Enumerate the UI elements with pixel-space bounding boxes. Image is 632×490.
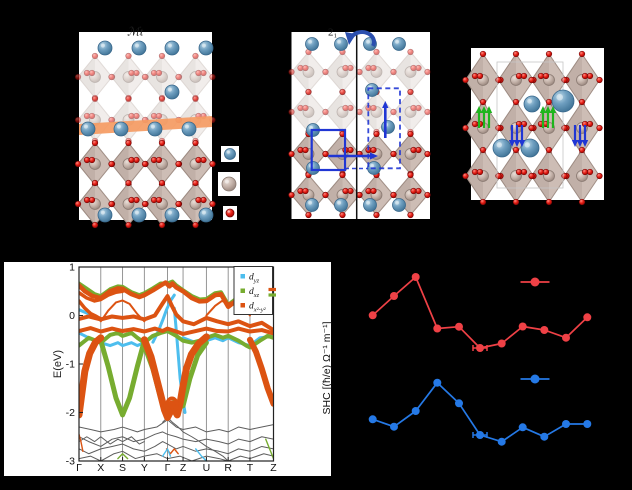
svg-text:1: 1 bbox=[69, 262, 75, 274]
svg-text:-3: -3 bbox=[66, 456, 75, 468]
panel-a-crystal-structure bbox=[74, 32, 216, 229]
svg-text:Z: Z bbox=[270, 462, 277, 474]
octahedra-row bbox=[288, 48, 431, 96]
panel-a-clipped-symmetry-label: ℳt bbox=[127, 25, 144, 39]
mirror-plane bbox=[79, 116, 212, 135]
y-tick-labels: 1 0 -1 -2 -3 bbox=[66, 262, 76, 468]
svg-text:T: T bbox=[247, 462, 254, 474]
panel-c-content bbox=[462, 50, 603, 206]
rotation-arrow bbox=[345, 30, 376, 47]
atom-legend-item-blue-cation bbox=[221, 146, 239, 162]
atom-legend-item-oxygen-anion bbox=[223, 206, 237, 220]
octahedra-row bbox=[74, 179, 216, 229]
octahedra-row bbox=[462, 146, 603, 206]
blue-atoms bbox=[80, 40, 214, 223]
svg-text:dxz: dxz bbox=[249, 287, 260, 299]
svg-text:Z: Z bbox=[180, 462, 187, 474]
band-edge-dashes bbox=[268, 287, 276, 297]
svg-text:S: S bbox=[119, 462, 126, 474]
translation-arrow-horizontal bbox=[328, 152, 378, 160]
supercell-dashed-box bbox=[367, 87, 401, 170]
translation-arrow-vertical bbox=[382, 101, 389, 138]
octahedra-row bbox=[74, 139, 216, 189]
svg-text:Y: Y bbox=[141, 462, 148, 474]
blue-atoms bbox=[492, 89, 575, 158]
unit-cell-outline bbox=[496, 61, 564, 189]
octahedra-row bbox=[74, 52, 216, 102]
svg-text:dyz: dyz bbox=[249, 273, 260, 285]
shc-plot-ylabel: SHC [(ħ/e) Ω⁻¹ m⁻¹] bbox=[321, 321, 333, 414]
panel-c-magnetic-structure bbox=[462, 48, 604, 206]
band-plot-ylabel: E(eV) bbox=[52, 350, 64, 378]
band-lines bbox=[79, 279, 274, 462]
shc-series-red bbox=[368, 273, 592, 352]
svg-text:-1: -1 bbox=[66, 359, 75, 371]
octahedra-row bbox=[462, 50, 603, 110]
shc-legend-marker-red bbox=[520, 277, 550, 287]
unit-cell-box bbox=[310, 128, 347, 172]
shc-series-blue bbox=[368, 378, 592, 446]
panel-b-crystal-structure bbox=[288, 30, 431, 219]
svg-text:0: 0 bbox=[69, 310, 75, 322]
atom-legend-item-tan-cation bbox=[218, 172, 240, 196]
svg-text:X: X bbox=[97, 462, 104, 474]
svg-text:-2: -2 bbox=[66, 407, 75, 419]
svg-text:Γ: Γ bbox=[76, 462, 82, 474]
axis-frame bbox=[78, 266, 275, 462]
shc-plot bbox=[368, 273, 592, 446]
spin-down-arrows bbox=[508, 125, 589, 147]
svg-text:R: R bbox=[224, 462, 232, 474]
svg-text:Γ: Γ bbox=[165, 462, 171, 474]
svg-text:U: U bbox=[203, 462, 211, 474]
panel-b-clipped-symmetry-label: 2₁ bbox=[328, 27, 338, 39]
shc-legend-marker-blue bbox=[520, 374, 550, 384]
spin-up-arrows bbox=[475, 106, 557, 128]
atom-legend bbox=[218, 146, 240, 220]
